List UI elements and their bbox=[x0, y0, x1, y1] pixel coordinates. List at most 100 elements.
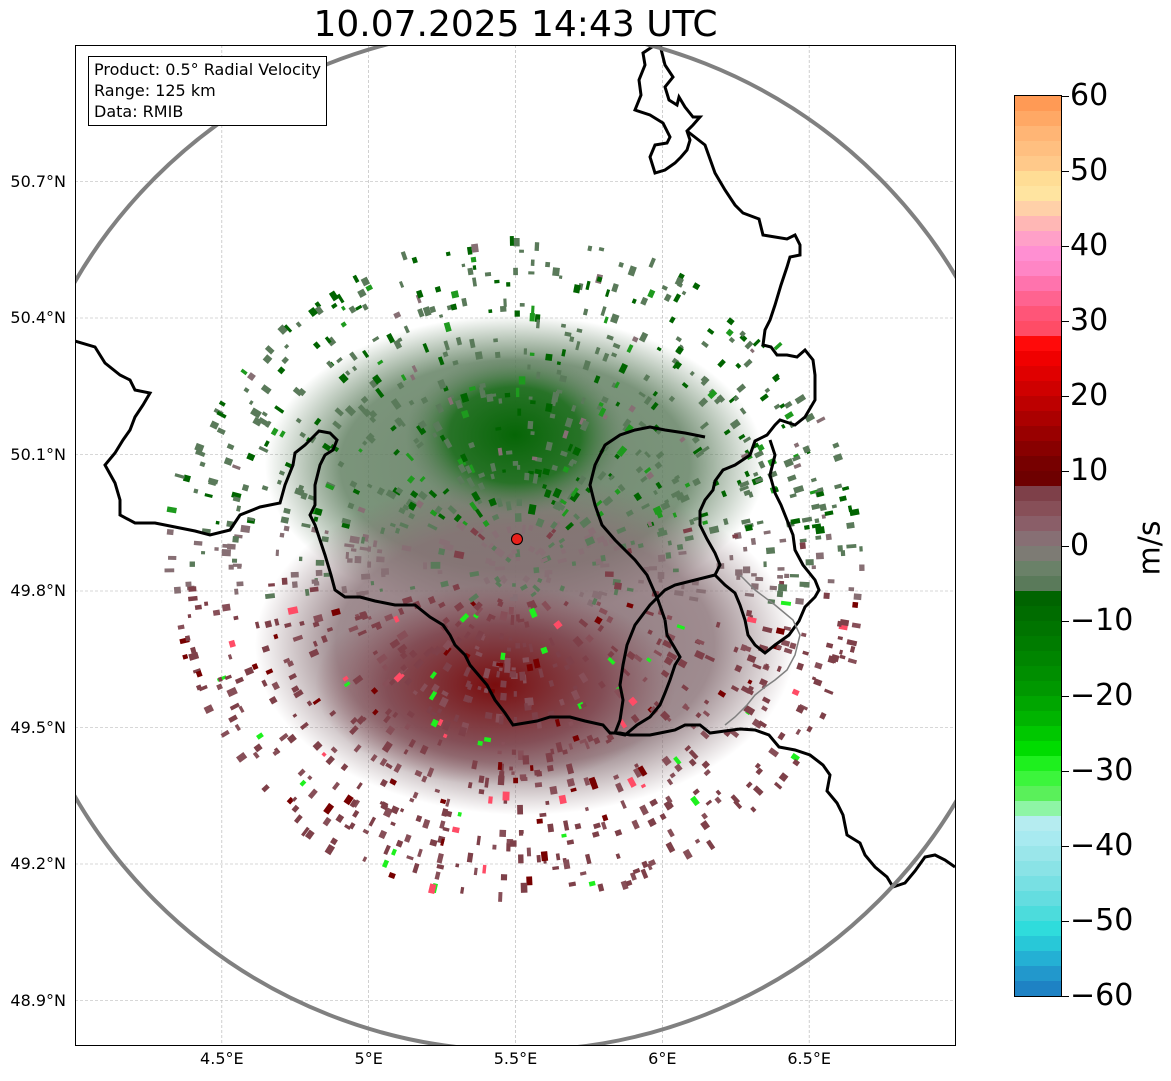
echo-speckle bbox=[400, 251, 408, 261]
colorbar-segment bbox=[1015, 966, 1061, 982]
echo-speckle bbox=[552, 501, 561, 510]
echo-speckle bbox=[325, 755, 335, 766]
echo-speckle bbox=[376, 487, 385, 496]
echo-speckle bbox=[546, 531, 554, 540]
echo-speckle bbox=[329, 710, 337, 717]
echo-speckle bbox=[357, 506, 366, 514]
echo-speckle bbox=[228, 714, 238, 723]
echo-speckle bbox=[528, 524, 534, 531]
echo-speckle bbox=[646, 657, 652, 663]
echo-speckle bbox=[349, 798, 358, 808]
echo-speckle bbox=[291, 804, 300, 813]
echo-speckle bbox=[465, 680, 472, 688]
echo-speckle bbox=[423, 648, 432, 658]
border-belgium-lux-inner bbox=[588, 425, 706, 621]
echo-speckle bbox=[688, 758, 697, 767]
echo-speckle bbox=[362, 408, 372, 418]
echo-speckle bbox=[537, 577, 543, 584]
colorbar-tick bbox=[1062, 846, 1069, 847]
echo-speckle bbox=[422, 306, 432, 317]
echo-speckle bbox=[743, 358, 753, 368]
echo-speckle bbox=[274, 618, 280, 626]
echo-speckle bbox=[593, 736, 601, 745]
echo-speckle bbox=[241, 483, 250, 492]
echo-speckle bbox=[600, 563, 610, 568]
radar-map[interactable] bbox=[75, 45, 956, 1046]
echo-speckle bbox=[415, 294, 422, 304]
echo-speckle bbox=[598, 401, 604, 407]
echo-speckle bbox=[734, 664, 743, 673]
echo-speckle bbox=[837, 545, 843, 552]
colorbar-segment bbox=[1015, 291, 1061, 307]
echo-speckle bbox=[692, 477, 701, 487]
echo-speckle bbox=[578, 548, 585, 555]
echo-speckle bbox=[313, 614, 324, 624]
echo-speckle bbox=[193, 540, 203, 546]
echo-speckle bbox=[628, 696, 638, 707]
echo-speckle bbox=[440, 580, 449, 588]
echo-speckle bbox=[674, 589, 684, 597]
echo-speckle bbox=[457, 811, 462, 817]
echo-speckle bbox=[471, 243, 479, 253]
echo-speckle bbox=[334, 407, 344, 417]
echo-speckle bbox=[756, 520, 764, 525]
echo-speckle bbox=[234, 588, 239, 595]
echo-speckle bbox=[552, 267, 560, 277]
echo-speckle bbox=[795, 597, 804, 605]
echo-speckle bbox=[499, 574, 507, 582]
echo-speckle bbox=[389, 638, 401, 649]
echo-speckle bbox=[695, 638, 705, 646]
echo-speckle bbox=[700, 512, 709, 518]
echo-speckle bbox=[572, 734, 580, 742]
echo-speckle bbox=[354, 614, 364, 621]
echo-speckle bbox=[739, 330, 746, 338]
colorbar-segment bbox=[1015, 156, 1061, 172]
echo-speckle bbox=[644, 467, 652, 474]
echo-speckle bbox=[355, 304, 363, 311]
colorbar-tick bbox=[1062, 621, 1069, 622]
echo-speckle bbox=[699, 421, 709, 430]
echo-speckle bbox=[283, 525, 290, 532]
echo-speckle bbox=[466, 852, 474, 863]
echo-speckle bbox=[453, 550, 465, 560]
echo-speckle bbox=[754, 476, 764, 484]
echo-speckle bbox=[671, 476, 680, 485]
echo-speckle bbox=[442, 616, 450, 625]
colorbar-segment bbox=[1015, 471, 1061, 487]
echo-speckle bbox=[673, 756, 682, 766]
echo-speckle bbox=[478, 775, 485, 784]
echo-speckle bbox=[361, 303, 369, 311]
echo-speckle bbox=[634, 763, 639, 769]
echo-speckle bbox=[441, 690, 449, 697]
echo-speckle bbox=[665, 552, 672, 559]
echo-speckle bbox=[608, 474, 615, 481]
echo-speckle bbox=[529, 765, 534, 771]
echo-speckle bbox=[460, 392, 470, 403]
echo-speckle bbox=[849, 645, 856, 653]
echo-speckle bbox=[510, 548, 518, 555]
echo-speckle bbox=[312, 621, 320, 628]
echo-speckle bbox=[560, 323, 567, 328]
echo-speckle bbox=[703, 699, 710, 705]
echo-speckle bbox=[529, 352, 535, 357]
colorbar-tick-label: −20 bbox=[1070, 678, 1134, 713]
echo-speckle bbox=[846, 522, 855, 529]
echo-speckle bbox=[467, 781, 473, 789]
echo-speckle bbox=[261, 645, 271, 653]
radar-site-marker[interactable] bbox=[510, 533, 523, 546]
echo-speckle bbox=[256, 732, 264, 740]
echo-speckle bbox=[348, 625, 359, 633]
echo-speckle bbox=[513, 777, 519, 784]
echo-speckle bbox=[463, 631, 471, 640]
echo-speckle bbox=[553, 620, 563, 630]
echo-speckle bbox=[506, 526, 512, 534]
echo-speckle bbox=[531, 711, 539, 721]
echo-speckle bbox=[187, 614, 192, 619]
echo-speckle bbox=[814, 661, 823, 670]
lat-tick-label: 50.4°N bbox=[10, 308, 66, 327]
echo-speckle bbox=[823, 592, 830, 600]
echo-speckle bbox=[407, 501, 417, 511]
echo-speckle bbox=[352, 674, 364, 685]
echo-speckle bbox=[261, 784, 270, 793]
echo-speckle bbox=[504, 657, 511, 664]
